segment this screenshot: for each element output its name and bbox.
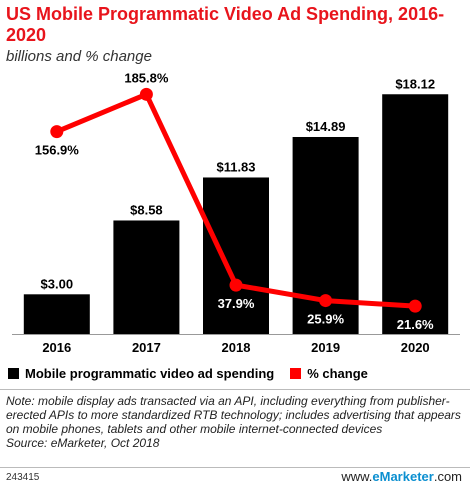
- chart-id: 243415: [6, 472, 40, 483]
- chart-legend: Mobile programmatic video ad spending % …: [8, 366, 384, 381]
- legend-item-line: % change: [290, 366, 368, 381]
- pct-point-2020: [408, 299, 422, 313]
- notes-block: Note: mobile display ads transacted via …: [6, 394, 462, 450]
- x-tick-2019: 2019: [311, 340, 340, 355]
- bar-2018: [203, 177, 269, 334]
- pct-label-2017: 185.8%: [124, 70, 169, 85]
- brand-suffix: .com: [433, 469, 462, 484]
- brand-prefix: www.: [341, 469, 373, 484]
- divider-top: [0, 389, 470, 390]
- pct-point-2017: [139, 87, 153, 101]
- bar-label-2019: $14.89: [306, 119, 346, 134]
- pct-label-2018: 37.9%: [218, 296, 255, 311]
- bar-label-2017: $8.58: [130, 202, 163, 217]
- x-tick-2017: 2017: [132, 340, 161, 355]
- brand-name: eMarketer: [372, 469, 434, 484]
- pct-point-2018: [229, 278, 243, 292]
- legend-label-bar: Mobile programmatic video ad spending: [25, 366, 275, 381]
- legend-swatch-bar: [8, 368, 19, 379]
- x-tick-2020: 2020: [401, 340, 430, 355]
- bar-label-2020: $18.12: [395, 76, 435, 91]
- note-text: Note: mobile display ads transacted via …: [6, 394, 461, 436]
- chart-area: $3.00 $8.58 $11.83 $14.89 $18.12 2016 2017 2018…: [12, 70, 460, 355]
- bar-label-2018: $11.83: [216, 159, 255, 174]
- x-tick-2018: 2018: [222, 340, 251, 355]
- source-text: Source: eMarketer, Oct 2018: [6, 436, 160, 450]
- legend-item-bar: Mobile programmatic video ad spending: [8, 366, 274, 381]
- legend-label-line: % change: [307, 366, 368, 381]
- pct-label-2019: 25.9%: [307, 312, 344, 327]
- legend-swatch-line: [290, 368, 302, 379]
- brand-logo[interactable]: www.eMarketer.com: [341, 469, 462, 484]
- bar-2017: [113, 220, 180, 334]
- pct-label-2020: 21.6%: [397, 317, 434, 332]
- pct-label-2016: 156.9%: [35, 143, 80, 158]
- bar-label-2016: $3.00: [41, 276, 74, 291]
- chart-subtitle: billions and % change: [6, 48, 152, 65]
- divider-bottom: [0, 467, 470, 468]
- bar-2016: [23, 294, 90, 334]
- chart-title: US Mobile Programmatic Video Ad Spending…: [6, 4, 445, 45]
- pct-point-2016: [50, 125, 64, 139]
- pct-point-2019: [319, 294, 333, 308]
- bar-2020: [382, 94, 449, 335]
- x-tick-2016: 2016: [42, 340, 71, 355]
